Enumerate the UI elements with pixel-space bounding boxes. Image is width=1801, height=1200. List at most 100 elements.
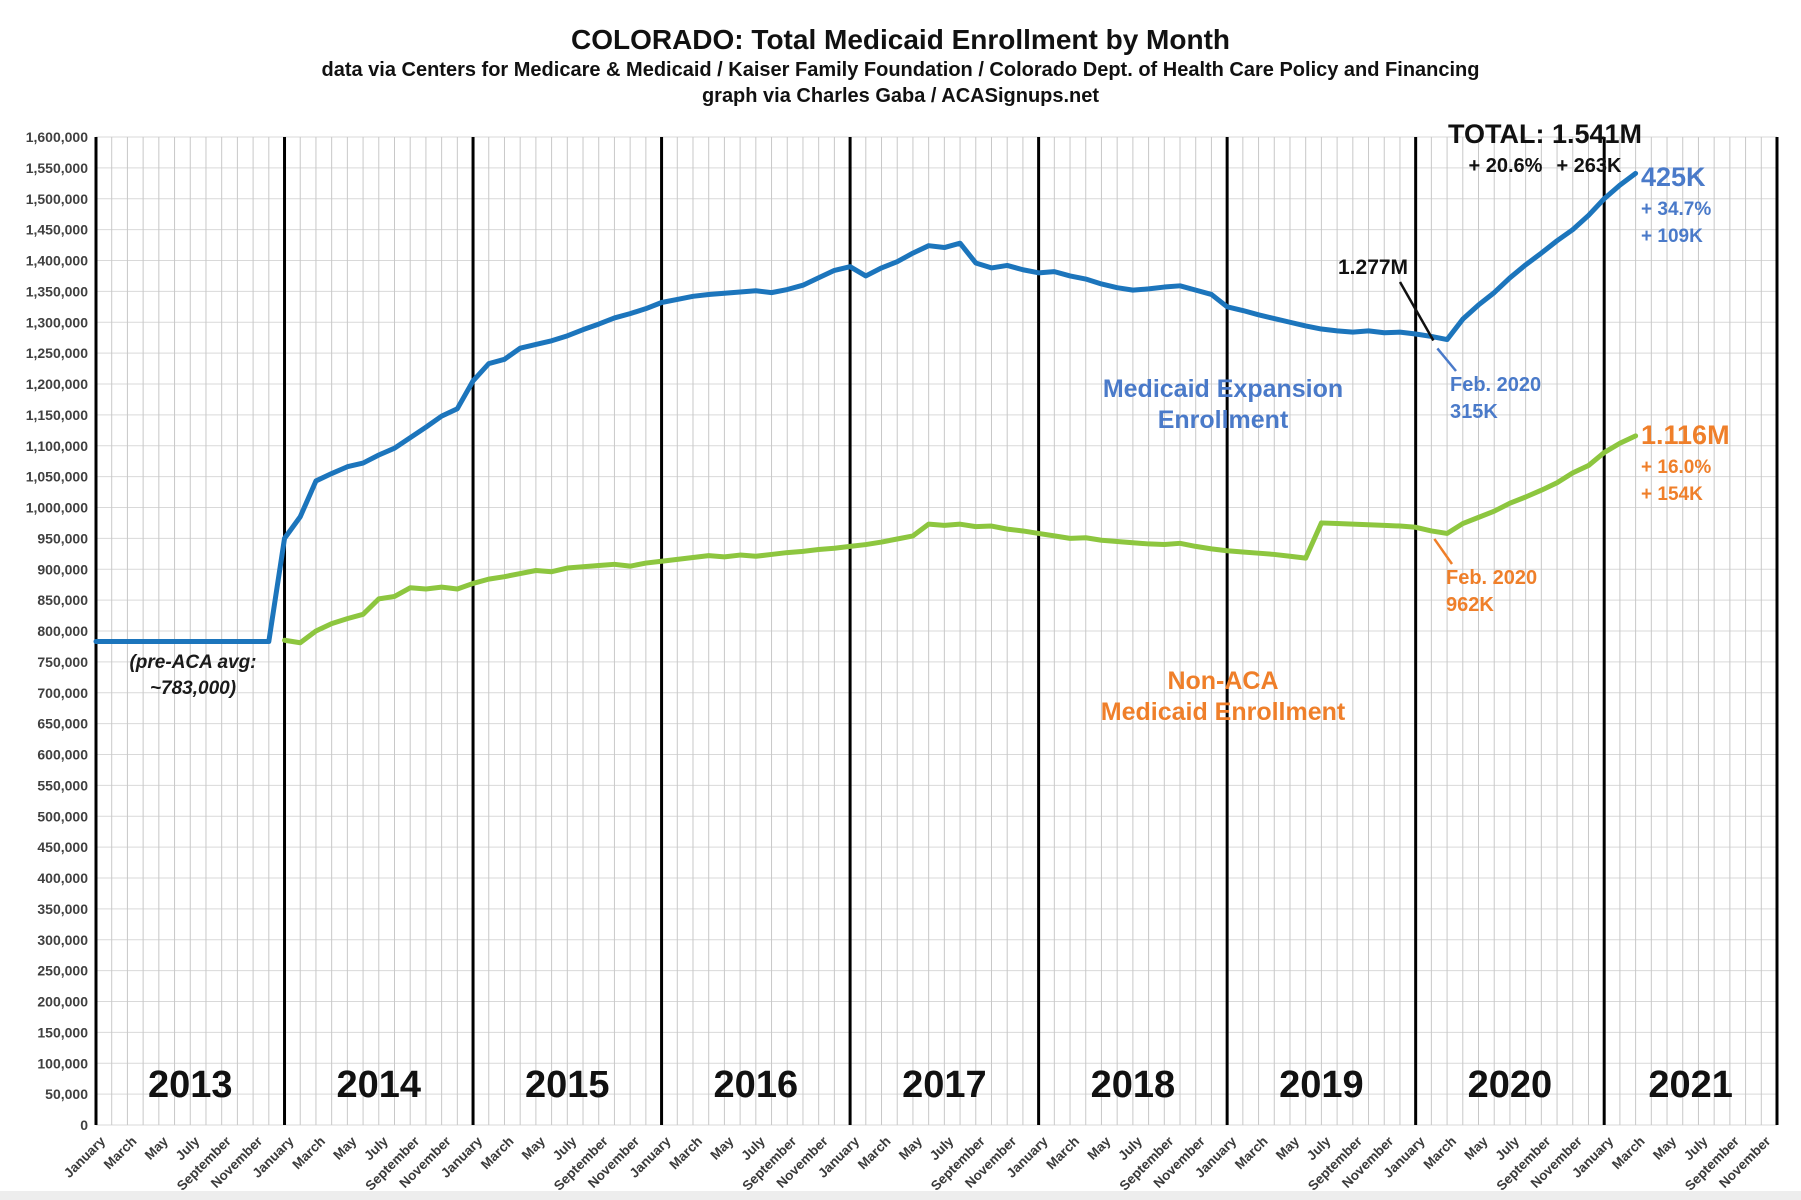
x-axis-month-label: May [330,1133,360,1163]
y-axis-tick-label: 750,000 [37,654,88,670]
y-axis-tick-label: 1,000,000 [26,500,88,516]
feb2020-total-callout: 1.277M [1338,256,1409,279]
x-axis-month-label: May [707,1133,737,1163]
feb2020-nonaca-value: 962K [1446,594,1494,616]
nonaca-series-label-line2: Medicaid Enrollment [1100,698,1346,727]
y-axis-tick-label: 450,000 [37,839,88,855]
year-label: 2021 [1648,1064,1733,1106]
x-axis-month-label: May [142,1133,172,1163]
x-axis-month-label: January [61,1133,109,1181]
feb2020-expansion-date: Feb. 2020 [1450,374,1542,396]
year-label: 2014 [337,1064,422,1106]
y-axis-tick-label: 300,000 [37,932,88,948]
x-axis-month-label: March [1043,1134,1082,1173]
chart-subtitle-credit: graph via Charles Gaba / ACASignups.net [701,85,1100,107]
year-label: 2020 [1468,1064,1553,1106]
x-axis-month-label: May [1650,1133,1680,1163]
y-axis-tick-label: 150,000 [37,1024,88,1040]
nonaca-enrollment-line [282,433,1639,646]
x-axis-month-label: March [1232,1134,1271,1173]
expansion-end-delta: + 109K [1641,225,1703,247]
y-axis-tick-label: 900,000 [37,561,88,577]
x-axis-month-label: March [855,1134,894,1173]
nonaca-end-delta: + 154K [1641,483,1703,505]
chart-title: COLORADO: Total Medicaid Enrollment by M… [570,24,1231,55]
y-axis-labels: 0 50,000 100,000 150,000 200,000 250,000 300,0… [26,129,89,1133]
y-axis-tick-label: 1,600,000 [26,129,88,145]
expansion-end-value: 425K [1641,162,1706,192]
expansion-endpoint-annotation: 425K + 34.7% + 109K [1641,161,1711,248]
expansion-series-label-line2: Enrollment [1157,406,1289,435]
y-axis-tick-label: 1,100,000 [26,438,88,454]
y-axis-tick-label: 1,200,000 [26,376,88,392]
y-axis-tick-label: 400,000 [37,870,88,886]
y-axis-tick-label: 600,000 [37,747,88,763]
y-axis-tick-label: 850,000 [37,592,88,608]
x-axis-year-labels: 2013 2014 2015 2016 2017 2018 2019 2020 2021 [148,1064,1733,1106]
y-axis-tick-label: 1,350,000 [26,283,88,299]
total-pct: + 20.6% [1468,154,1543,177]
nonaca-end-pct: + 16.0% [1641,456,1712,478]
annotation-pointer-lines [1398,281,1457,565]
x-axis-month-label: May [1084,1133,1114,1163]
y-axis-tick-label: 1,300,000 [26,314,88,330]
pre-aca-average-note: (pre-ACA avg: ~783,000) [60,650,326,701]
y-axis-tick-label: 350,000 [37,901,88,917]
year-label: 2017 [902,1064,987,1106]
year-label: 2018 [1091,1064,1176,1106]
x-axis-month-label: March [101,1134,140,1173]
year-label: 2016 [714,1064,799,1106]
expansion-series-label-line1: Medicaid Expansion [1102,375,1344,403]
x-axis-month-label: March [1609,1134,1648,1173]
y-axis-tick-label: 0 [80,1117,88,1133]
y-axis-tick-label: 1,250,000 [26,345,88,361]
total-value: TOTAL: 1.541M [1447,119,1643,149]
y-axis-tick-label: 250,000 [37,963,88,979]
x-axis-month-label: March [478,1134,517,1173]
y-axis-tick-label: 650,000 [37,716,88,732]
y-axis-tick-label: 800,000 [37,623,88,639]
x-axis-month-label: March [666,1134,705,1173]
total-annotation: TOTAL: 1.541M + 20.6% + 263K [1380,118,1710,179]
y-axis-tick-label: 700,000 [37,685,88,701]
y-axis-tick-label: 200,000 [37,994,88,1010]
feb2020-expansion-value: 315K [1450,401,1498,423]
y-axis-tick-label: 550,000 [37,777,88,793]
year-label: 2013 [148,1064,233,1106]
y-axis-tick-label: 50,000 [45,1086,88,1102]
pre-aca-note-line1: (pre-ACA avg: [129,652,257,673]
total-change: + 20.6% + 263K [1380,154,1710,179]
nonaca-series-label-line1: Non-ACA [1167,667,1279,695]
year-label: 2019 [1279,1064,1364,1106]
y-axis-tick-label: 950,000 [37,530,88,546]
month-gridlines [111,137,1762,1125]
y-axis-tick-label: 1,450,000 [26,222,88,238]
y-axis-tick-label: 1,150,000 [26,407,88,423]
x-axis-month-label: March [1420,1134,1459,1173]
feb2020-nonaca-callout: Feb. 2020 962K [1446,565,1537,619]
chart-header: COLORADO: Total Medicaid Enrollment by M… [0,24,1801,108]
x-axis-month-label: May [1461,1133,1491,1163]
y-axis-tick-label: 1,550,000 [26,160,88,176]
y-axis-tick-label: 100,000 [37,1055,88,1071]
nonaca-endpoint-annotation: 1.116M + 16.0% + 154K [1641,419,1730,506]
nonaca-end-value: 1.116M [1641,420,1730,450]
y-axis-tick-label: 1,050,000 [26,469,88,485]
year-label: 2015 [525,1064,610,1106]
x-axis-month-label: May [519,1133,549,1163]
x-axis-month-label: March [289,1134,328,1173]
expansion-end-pct: + 34.7% [1641,198,1712,220]
nonaca-series-label: Non-ACA Medicaid Enrollment [1047,666,1399,729]
total-enrollment-line [93,170,1639,644]
feb2020-expansion-callout: Feb. 2020 315K [1450,372,1541,426]
year-divider-lines [94,137,1779,1125]
feb2020-nonaca-date: Feb. 2020 [1446,567,1538,589]
expansion-series-label: Medicaid Expansion Enrollment [1047,374,1399,437]
y-axis-tick-label: 1,500,000 [26,191,88,207]
x-axis-month-label: May [1273,1133,1303,1163]
y-axis-tick-label: 500,000 [37,808,88,824]
x-axis-month-label: May [896,1133,926,1163]
total-delta: + 263K [1556,154,1622,177]
